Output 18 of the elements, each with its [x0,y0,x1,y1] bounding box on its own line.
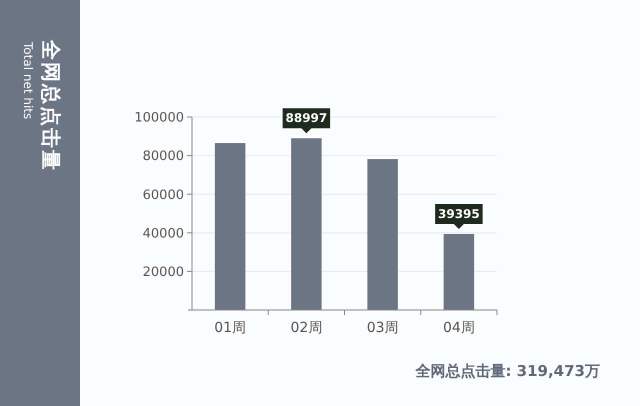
y-tick-label: 60000 [142,188,184,203]
data-label: 39395 [438,206,480,221]
y-tick-label: 100000 [134,110,184,126]
bar [444,234,474,310]
x-tick-label: 04周 [442,320,475,336]
text: Total net hits [21,41,35,120]
x-tick-label: 02周 [290,320,322,336]
text: 全网总点击量: 319,473万 [414,362,600,380]
bar [214,143,246,310]
y-tick-label: 40000 [142,226,184,242]
x-tick-label: 01周 [214,320,246,336]
y-tick-label: 20000 [142,264,184,280]
data-label: 88997 [286,111,328,126]
x-tick-label: 03周 [366,320,399,336]
bar [367,159,398,310]
chart-title: 全网总点击量 [39,39,63,172]
y-tick-label: 80000 [142,149,184,164]
bar [291,138,322,310]
